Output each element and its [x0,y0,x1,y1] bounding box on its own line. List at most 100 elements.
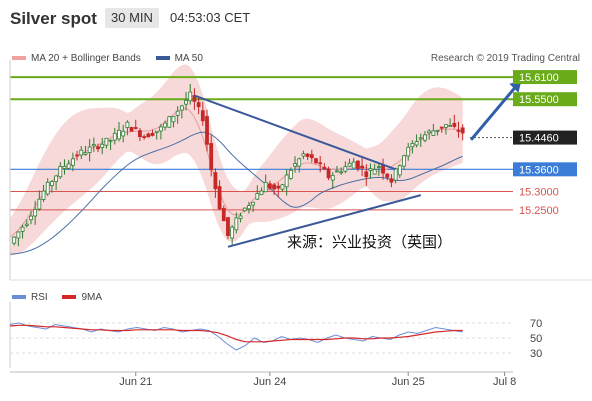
candle-body [213,172,218,190]
price-legend: MA 20 + Bollinger Bands MA 50 [12,53,203,64]
candle-body [305,153,310,157]
candle-body [288,169,293,179]
candle-body [456,129,461,132]
level-label-bg-pivot [513,162,577,177]
rsi-ma-swatch [62,295,77,300]
time-axis: Jun 21 Jun 24 Jun 25 Jul 8 [9,60,592,388]
candle-body [62,165,67,169]
candle-body [372,169,377,175]
candle-body [20,226,25,232]
candle-body [45,181,50,195]
candle-body [423,134,427,141]
candle-body [351,161,356,169]
candle-body [356,160,360,169]
candle-body [448,124,453,127]
candle-body [121,130,126,137]
ma20-swatch [12,56,26,61]
rsi-line [9,322,463,351]
trendline-2 [227,194,422,248]
ma50-legend-label: MA 50 [174,53,203,64]
candle-body [393,168,398,181]
candle-body [439,126,444,129]
candle-body [83,152,88,155]
candle-body [167,116,172,128]
candle-body [24,223,29,226]
bollinger-band-layer [10,64,463,256]
level-label-bg-support [513,184,577,199]
candle-body [163,122,167,128]
candle-body [75,154,79,157]
candle-body [293,163,297,167]
rsi-panel: 70 50 30 [9,302,542,368]
candle-body [418,137,423,140]
candle-body [125,121,130,128]
ma20-legend-label: MA 20 + Bollinger Bands [31,53,141,64]
candle-body [402,155,406,167]
candle-body [284,174,289,188]
candle-body [376,166,381,168]
candle-body [255,193,260,200]
candle-body [87,146,92,153]
candle-body [142,136,147,138]
level-label-bg-support [513,202,577,217]
time-tick-label: Jun 21 [119,376,152,388]
candle-body [251,201,256,206]
candle-body [133,127,138,129]
candle-body [16,231,21,239]
ma50-swatch [155,56,170,61]
candle-body [309,154,314,159]
candle-body [37,198,42,210]
candle-body [360,165,365,169]
candle-body [100,143,105,148]
candle-body [259,190,264,196]
candle-body [29,215,33,221]
candle-body [158,126,163,132]
candle-body [234,217,239,231]
level-label-bg-resistance [513,92,577,107]
level-label-pivot: 15.3600 [519,164,559,176]
candle-body [314,158,318,164]
candle-body [263,181,268,193]
candle-body [242,207,247,212]
candle-body [112,132,117,141]
research-credit: Research © 2019 Trading Central [430,53,580,64]
candle-body [431,130,436,136]
candle-body [146,133,151,138]
candle-body [427,130,432,134]
chart-header: Silver spot 30 MIN 04:53:03 CET [0,0,592,36]
level-label-resistance: 15.5500 [519,94,559,106]
candle-body [272,184,276,190]
level-label-bg-last-price [513,130,577,145]
candle-body [209,143,214,171]
candle-body [385,173,390,178]
candle-body [322,166,327,170]
projection-arrow-shaft [469,83,519,141]
candle-body [435,129,440,132]
level-label-support: 15.3000 [519,186,559,198]
candle-body [339,171,344,174]
trendline-1 [194,94,396,171]
candle-body [343,166,348,172]
candle-body [91,144,96,147]
timeframe-badge[interactable]: 30 MIN [105,8,159,28]
rsi-tick-label: 30 [530,348,542,360]
candle-body [108,139,113,142]
candle-body [154,130,159,133]
candles-layer [12,83,465,247]
candle-body [150,132,155,136]
candle-body [200,110,205,122]
candle-body [318,162,323,165]
rsi-swatch [12,295,26,300]
candle-body [196,102,201,108]
rsi-legend-label: RSI [31,292,48,303]
candle-body [205,116,209,145]
candle-body [179,105,184,111]
rsi-tick-label: 70 [530,318,542,330]
candle-body [368,168,373,171]
candle-body [347,162,352,167]
candle-body [238,215,243,219]
level-label-bg-resistance [513,70,577,85]
candle-body [175,110,180,116]
candle-body [280,184,285,190]
